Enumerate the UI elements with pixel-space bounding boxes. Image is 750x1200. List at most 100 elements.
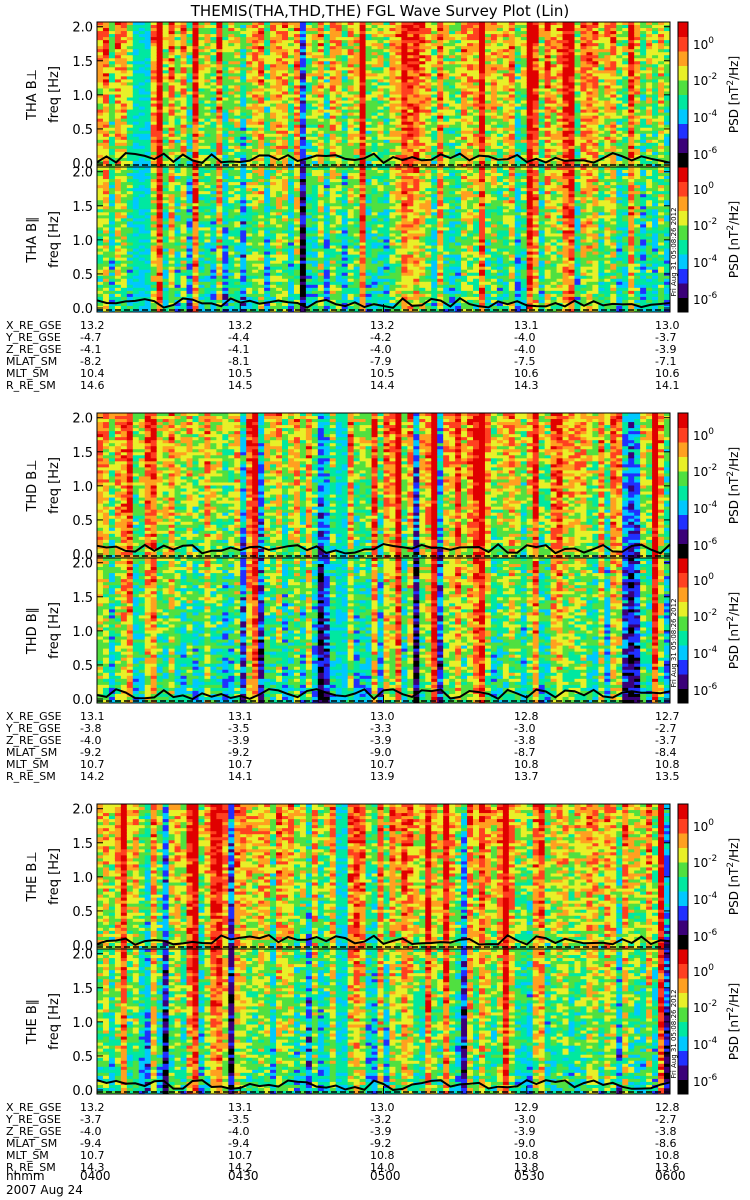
heatmap-cell (204, 125, 210, 129)
heatmap-cell (193, 140, 199, 144)
heatmap-cell (234, 140, 240, 144)
heatmap-cell (204, 134, 210, 138)
heatmap-cell (151, 122, 157, 126)
heatmap-cell (133, 95, 139, 99)
heatmap-cell (127, 34, 133, 38)
heatmap-cell (103, 82, 109, 86)
heatmap-cell (157, 40, 163, 44)
heatmap-cell (222, 22, 228, 26)
heatmap-cell (127, 61, 133, 65)
heatmap-cell (133, 134, 139, 138)
heatmap-cell (103, 22, 109, 26)
heatmap-cell (133, 49, 139, 53)
heatmap-cell (234, 73, 240, 77)
heatmap-cell (115, 34, 121, 38)
heatmap-cell (169, 107, 175, 111)
heatmap-cell (115, 152, 121, 156)
heatmap-cell (139, 116, 145, 120)
heatmap-cell (127, 91, 133, 95)
heatmap-cell (181, 40, 187, 44)
heatmap-cell (163, 46, 169, 50)
heatmap-cell (181, 31, 187, 35)
heatmap-cell (210, 140, 216, 144)
heatmap-cell (234, 28, 240, 32)
heatmap-cell (181, 58, 187, 62)
heatmap-cell (103, 125, 109, 129)
heatmap-cell (139, 49, 145, 53)
heatmap-cell (246, 28, 252, 32)
heatmap-cell (175, 101, 181, 105)
heatmap-cell (121, 146, 127, 150)
heatmap-cell (216, 82, 222, 86)
heatmap-cell (157, 107, 163, 111)
heatmap-cell (145, 107, 151, 111)
heatmap-cell (187, 110, 193, 114)
heatmap-cell (240, 55, 246, 59)
heatmap-cell (151, 37, 157, 41)
heatmap-cell (109, 43, 115, 47)
heatmap-cell (258, 40, 264, 44)
heatmap-cell (240, 61, 246, 65)
heatmap-cell (127, 110, 133, 114)
heatmap-cell (228, 70, 234, 74)
heatmap-cell (109, 58, 115, 62)
heatmap-cell (157, 91, 163, 95)
heatmap-cell (145, 64, 151, 68)
heatmap-cell (133, 61, 139, 65)
heatmap-cell (193, 134, 199, 138)
heatmap-cell (163, 28, 169, 32)
heatmap-cell (216, 79, 222, 83)
heatmap-cell (175, 113, 181, 117)
heatmap-cell (103, 46, 109, 50)
heatmap-cell (181, 34, 187, 38)
heatmap-cell (181, 28, 187, 32)
themis-wave-survey-plot: THEMIS(THA,THD,THE) FGL Wave Survey Plot… (0, 0, 750, 1200)
heatmap-cell (187, 131, 193, 135)
heatmap-cell (210, 128, 216, 132)
heatmap-cell (115, 110, 121, 114)
heatmap-cell (216, 149, 222, 153)
heatmap-cell (187, 37, 193, 41)
heatmap-cell (187, 128, 193, 132)
heatmap-cell (151, 104, 157, 108)
heatmap-cell (109, 88, 115, 92)
heatmap-cell (163, 137, 169, 141)
heatmap-cell (163, 43, 169, 47)
heatmap-cell (193, 82, 199, 86)
heatmap-cell (240, 64, 246, 68)
heatmap-cell (187, 58, 193, 62)
heatmap-cell (252, 113, 258, 117)
heatmap-cell (109, 149, 115, 153)
heatmap-cell (97, 70, 103, 74)
heatmap-cell (109, 140, 115, 144)
heatmap-cell (228, 79, 234, 83)
heatmap-cell (133, 58, 139, 62)
heatmap-cell (151, 49, 157, 53)
heatmap-cell (181, 61, 187, 65)
heatmap-cell (121, 140, 127, 144)
heatmap-cell (240, 82, 246, 86)
heatmap-cell (234, 137, 240, 141)
heatmap-cell (246, 101, 252, 105)
heatmap-cell (163, 55, 169, 59)
heatmap-cell (121, 125, 127, 129)
heatmap-cell (133, 34, 139, 38)
heatmap-cell (181, 95, 187, 99)
heatmap-cell (222, 122, 228, 126)
heatmap-cell (216, 85, 222, 89)
heatmap-cell (193, 149, 199, 153)
heatmap-cell (157, 134, 163, 138)
heatmap-cell (181, 98, 187, 102)
heatmap-cell (222, 67, 228, 71)
heatmap-cell (157, 43, 163, 47)
heatmap-cell (175, 116, 181, 120)
heatmap-cell (133, 31, 139, 35)
heatmap-cell (139, 104, 145, 108)
heatmap-cell (127, 161, 133, 165)
heatmap-cell (145, 101, 151, 105)
heatmap-cell (246, 40, 252, 44)
heatmap-cell (228, 76, 234, 80)
heatmap-cell (216, 152, 222, 156)
heatmap-cell (258, 46, 264, 50)
heatmap-cell (181, 110, 187, 114)
